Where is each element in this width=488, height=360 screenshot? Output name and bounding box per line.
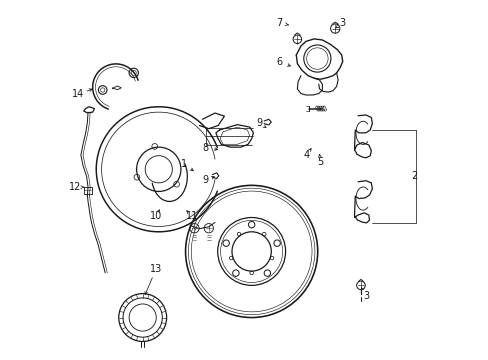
Text: 12: 12 — [68, 182, 81, 192]
Text: 3: 3 — [362, 291, 368, 301]
Text: 13: 13 — [149, 264, 162, 274]
Text: 9: 9 — [202, 175, 208, 185]
Text: 6: 6 — [276, 57, 282, 67]
Text: 4: 4 — [303, 150, 309, 160]
Text: 1: 1 — [181, 159, 186, 169]
Text: 11: 11 — [185, 211, 197, 221]
Text: 8: 8 — [202, 143, 208, 153]
Text: 14: 14 — [72, 89, 84, 99]
Text: 3: 3 — [339, 18, 345, 28]
Text: 10: 10 — [149, 211, 162, 221]
Text: 2: 2 — [410, 171, 416, 181]
Text: 9: 9 — [256, 118, 263, 128]
Text: 5: 5 — [316, 157, 323, 167]
Text: 7: 7 — [276, 18, 282, 28]
